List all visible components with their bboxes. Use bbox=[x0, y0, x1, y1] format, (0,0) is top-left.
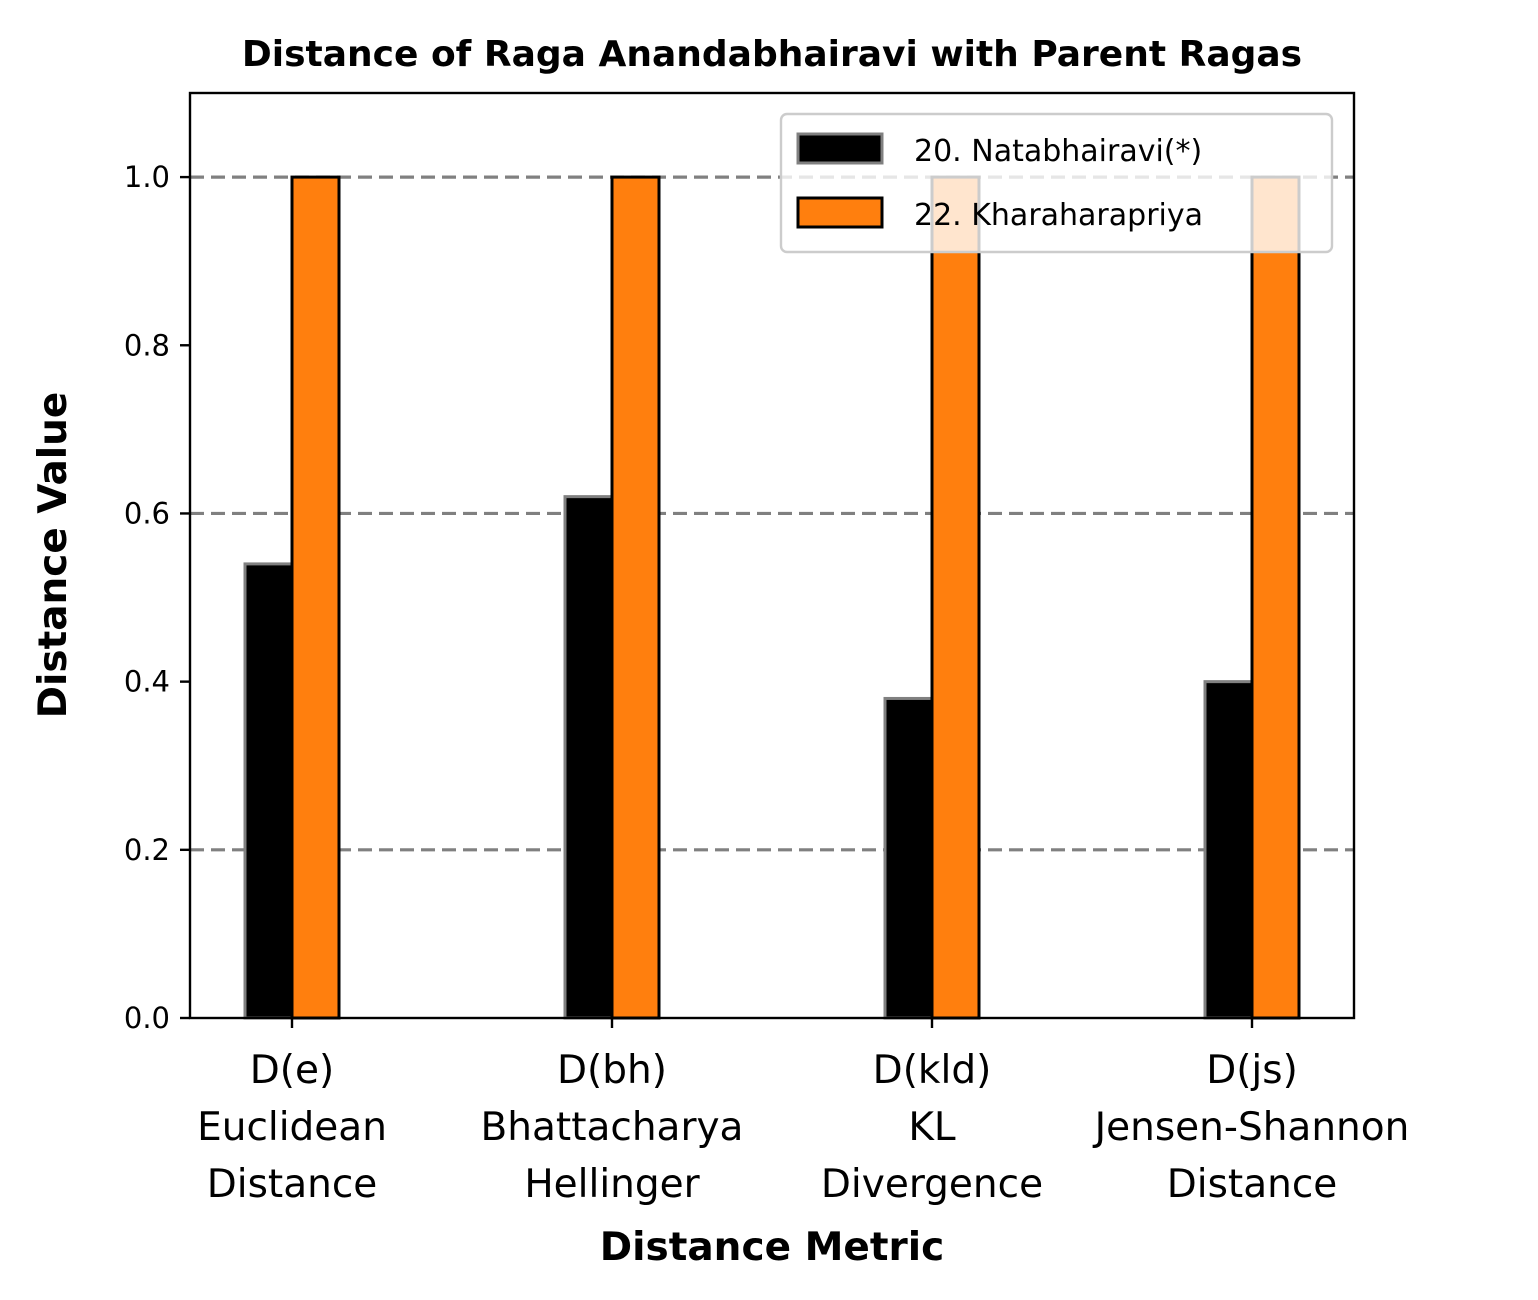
y-tick-label: 1.0 bbox=[124, 160, 170, 194]
legend-swatch bbox=[796, 196, 884, 229]
x-tick-label: Distance bbox=[207, 1162, 378, 1207]
x-tick-label: Euclidean bbox=[197, 1105, 387, 1150]
plot-frame bbox=[188, 91, 1356, 1020]
y-axis-label: Distance Value bbox=[31, 392, 76, 719]
y-tick-label: 0.6 bbox=[124, 496, 170, 530]
x-tick-label: D(bh) bbox=[557, 1048, 667, 1093]
plot-area: 0.0 0.2 0.4 0.6 0.8 1.0 D(e) Euclidean Distance D… bbox=[124, 91, 1410, 1207]
legend-swatch bbox=[796, 132, 884, 165]
bar-series2 bbox=[930, 175, 981, 1020]
bar-series1 bbox=[563, 495, 614, 1020]
x-tick-label: D(js) bbox=[1206, 1048, 1298, 1093]
bar-series1 bbox=[1203, 680, 1254, 1020]
x-tick-label: D(kld) bbox=[873, 1048, 992, 1093]
legend-label: 22. Kharaharapriya bbox=[914, 198, 1203, 233]
x-tick-label: Divergence bbox=[821, 1162, 1043, 1207]
legend-box bbox=[779, 112, 1334, 254]
x-tick-label: Distance bbox=[1167, 1162, 1338, 1207]
legend-label: 20. Natabhairavi(*) bbox=[914, 134, 1202, 169]
bar-series2 bbox=[1250, 175, 1301, 1020]
legend: 20. Natabhairavi(*) 22. Kharaharapriya bbox=[779, 112, 1334, 254]
x-tick-label: D(e) bbox=[250, 1048, 334, 1093]
bar-series1 bbox=[883, 696, 934, 1020]
x-tick-label: KL bbox=[908, 1105, 956, 1150]
bar-series1 bbox=[243, 562, 294, 1020]
y-tick-label: 0.4 bbox=[124, 665, 170, 699]
y-tick-label: 0.2 bbox=[124, 833, 170, 867]
chart-title: Distance of Raga Anandabhairavi with Par… bbox=[242, 34, 1302, 75]
x-tick-label: Jensen-Shannon bbox=[1092, 1105, 1410, 1150]
y-tick-label: 0.0 bbox=[124, 1001, 170, 1035]
x-tick-label: Hellinger bbox=[524, 1162, 700, 1207]
y-tick-label: 0.8 bbox=[124, 328, 170, 362]
bar-series2 bbox=[610, 175, 661, 1020]
x-tick-label: Bhattacharya bbox=[481, 1105, 744, 1150]
bar-series2 bbox=[290, 175, 341, 1020]
x-axis-label: Distance Metric bbox=[600, 1225, 944, 1270]
